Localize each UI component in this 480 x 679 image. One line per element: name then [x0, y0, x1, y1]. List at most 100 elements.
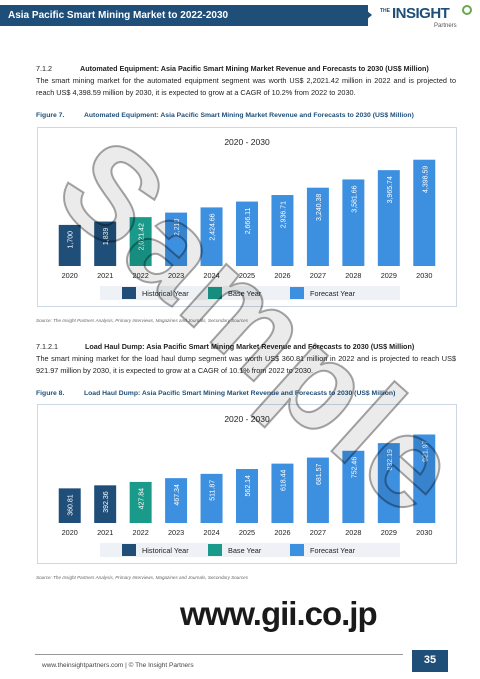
x-tick-label: 2028	[345, 271, 361, 280]
bar-value-label: 1,839	[103, 227, 110, 245]
x-tick-label: 2027	[310, 271, 326, 280]
logo-partners: Partners	[434, 23, 457, 29]
figure-title: Load Haul Dump: Asia Pacific Smart Minin…	[84, 390, 396, 397]
bar-value-label: 360.81	[68, 494, 75, 516]
header-chevron	[360, 5, 372, 25]
x-tick-label: 2021	[97, 528, 113, 537]
figure-caption: Figure 7. Automated Equipment: Asia Pacif…	[36, 112, 414, 119]
bar-value-label: 681.57	[316, 463, 323, 485]
chart-bar	[165, 478, 188, 523]
logo-ring-icon	[462, 5, 472, 15]
x-tick-label: 2023	[168, 271, 184, 280]
logo-insight: INSIGHT	[392, 5, 450, 22]
chart-bar	[342, 179, 365, 266]
legend-label: Historical Year	[142, 289, 189, 298]
chart-bar	[200, 473, 223, 523]
footer-text: www.theinsightpartners.com | © The Insig…	[42, 662, 194, 669]
bar-value-label: 3,965.74	[387, 176, 394, 203]
bar-value-label: 392.36	[103, 491, 110, 513]
page-header: Asia Pacific Smart Mining Market to 2022…	[0, 0, 480, 33]
bar-value-label: 2,210	[174, 218, 181, 236]
chart-bar	[377, 170, 400, 266]
bar-value-label: 832.19	[387, 449, 394, 471]
legend-label: Forecast Year	[310, 546, 356, 555]
bar-chart-automated-equipment: 2020 - 2030 1,700 2020 1,839 2021 2,021.42 202…	[37, 127, 457, 307]
legend-swatch	[208, 287, 222, 299]
bar-value-label: 3,581.66	[351, 185, 358, 212]
section-number: 7.1.2.1	[36, 342, 58, 351]
bar-value-label: 752.46	[351, 457, 358, 479]
chart-bar	[129, 481, 152, 523]
bar-value-label: 1,700	[68, 231, 75, 249]
chart-bar	[306, 457, 329, 523]
x-tick-label: 2026	[274, 528, 290, 537]
x-tick-label: 2025	[239, 271, 255, 280]
bar-value-label: 467.34	[174, 484, 181, 506]
legend-label: Base Year	[228, 546, 262, 555]
chart-title: 2020 - 2030	[224, 137, 270, 147]
x-tick-label: 2022	[133, 528, 149, 537]
legend-background	[100, 286, 400, 300]
bar-value-label: 2,424.66	[210, 213, 217, 240]
page-number-box	[412, 650, 448, 672]
chart-bar	[165, 212, 188, 266]
chart-title: 2020 - 2030	[224, 414, 270, 424]
figure-label: Figure 7.	[36, 112, 65, 119]
bar-value-label: 2,936.71	[280, 201, 287, 228]
bar-value-label: 511.87	[210, 480, 217, 501]
bar-value-label: 3,240.38	[316, 194, 323, 221]
section-paragraph: The smart mining market for the automate…	[36, 76, 456, 97]
header-title: Asia Pacific Smart Mining Market to 2022…	[8, 10, 229, 21]
bar-value-label: 427.84	[139, 488, 146, 510]
page-number: 35	[423, 654, 437, 666]
logo-the: THE	[380, 8, 390, 14]
bar-chart-load-haul-dump: 2020 - 2030 360.81 2020 392.36 2021 427.84 202…	[37, 404, 457, 564]
x-tick-label: 2023	[168, 528, 184, 537]
x-tick-label: 2027	[310, 528, 326, 537]
chart-bar	[342, 450, 365, 523]
legend-swatch	[208, 544, 222, 556]
chart-bar	[271, 195, 294, 266]
legend-label: Forecast Year	[310, 289, 356, 298]
bar-value-label: 2,021.42	[139, 223, 146, 250]
figure-title: Automated Equipment: Asia Pacific Smart …	[84, 112, 414, 119]
chart-bar	[94, 221, 117, 266]
chart-svg: 2020 - 2030 360.81 2020 392.36 2021 427.84 202…	[58, 414, 436, 557]
legend-background	[100, 543, 400, 557]
x-tick-label: 2030	[416, 271, 432, 280]
source-note: Source: The Insight Partners Analysis, P…	[36, 318, 249, 323]
chart-bar	[58, 488, 81, 523]
chart-bar	[413, 159, 436, 266]
legend-swatch	[122, 544, 136, 556]
bar-value-label: 921.97	[422, 440, 429, 462]
source-note: Source: The Insight Partners Analysis, P…	[36, 575, 249, 580]
section-heading: Automated Equipment: Asia Pacific Smart …	[80, 64, 429, 73]
legend-swatch	[290, 544, 304, 556]
chart-bar	[377, 443, 400, 523]
x-tick-label: 2026	[274, 271, 290, 280]
chart-bar	[58, 224, 81, 266]
chart-bar	[236, 469, 258, 523]
x-tick-label: 2020	[62, 528, 78, 537]
footer-divider	[35, 654, 403, 655]
chart-bar	[236, 201, 258, 266]
legend-swatch	[122, 287, 136, 299]
legend-label: Base Year	[228, 289, 262, 298]
bar-value-label: 2,666.11	[245, 207, 252, 234]
bar-value-label: 618.44	[280, 470, 287, 492]
x-tick-label: 2028	[345, 528, 361, 537]
chart-bar	[271, 463, 294, 523]
chart-bar	[413, 434, 436, 523]
x-tick-label: 2020	[62, 271, 78, 280]
x-tick-label: 2021	[97, 271, 113, 280]
gii-url: www.gii.co.jp	[180, 595, 378, 632]
bar-value-label: 562.14	[245, 475, 252, 497]
chart-bar	[306, 187, 329, 266]
legend-swatch	[290, 287, 304, 299]
x-tick-label: 2025	[239, 528, 255, 537]
chart-bar	[94, 485, 117, 523]
x-tick-label: 2022	[133, 271, 149, 280]
x-tick-label: 2024	[203, 528, 219, 537]
chart-svg: 2020 - 2030 1,700 2020 1,839 2021 2,021.42 202…	[58, 137, 436, 300]
chart-bar	[200, 207, 223, 266]
